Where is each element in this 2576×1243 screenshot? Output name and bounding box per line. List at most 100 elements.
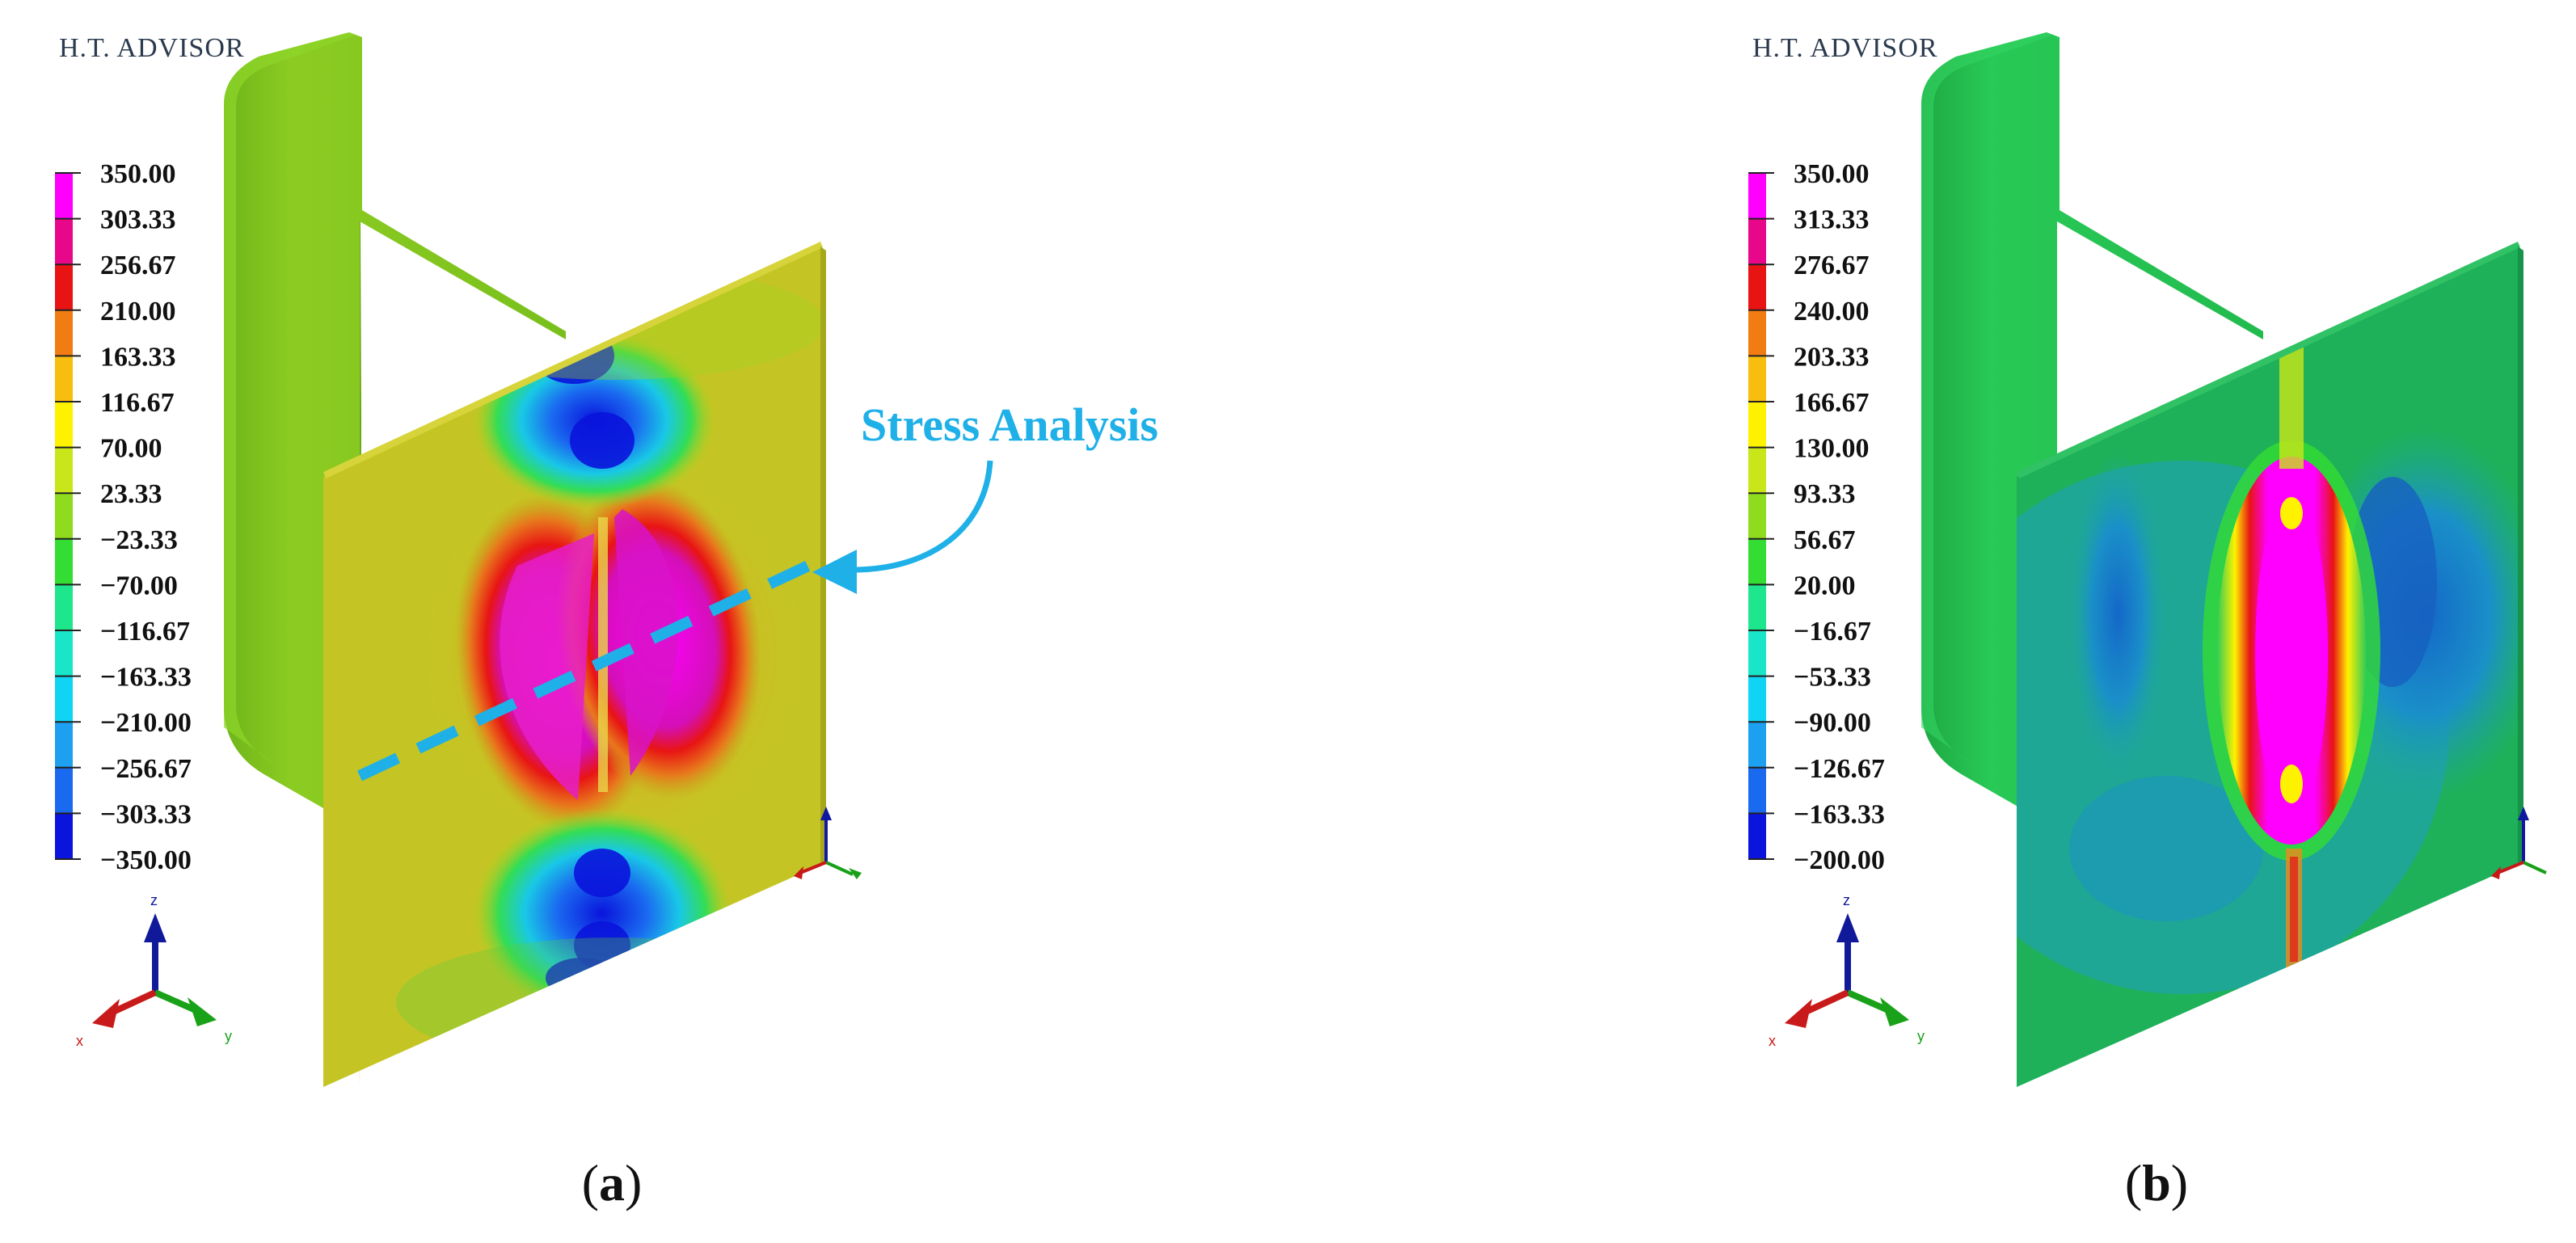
callout-label: Stress Analysis <box>861 398 1158 451</box>
legend-swatch <box>55 310 73 356</box>
legend-tick-label: 163.33 <box>100 342 176 372</box>
x-axis-label: x <box>1769 1033 1776 1049</box>
panel-a: H.T. ADVISOR 350.00 303.33 256.67 210.00 163… <box>55 32 1158 1211</box>
legend-tick-label: −16.67 <box>1794 617 1871 647</box>
plate-axis-triad <box>794 807 862 879</box>
y-axis <box>1846 989 1890 1013</box>
legend-swatch <box>55 813 73 859</box>
legend-swatch <box>55 218 73 265</box>
legend-swatch <box>55 402 73 448</box>
legend-tick-label: 256.67 <box>100 251 176 280</box>
legend-tick-label: −256.67 <box>100 754 192 784</box>
legend-tick-label: 116.67 <box>100 388 175 418</box>
y-axis-label: y <box>1917 1028 1925 1044</box>
legend-swatch <box>55 493 73 539</box>
legend-tick-label: −90.00 <box>1794 708 1871 738</box>
legend-swatch <box>1748 218 1766 265</box>
legend-swatch <box>55 722 73 768</box>
brand-label: H.T. ADVISOR <box>1752 33 1938 63</box>
legend-tick-label: −303.33 <box>100 799 192 829</box>
legend-swatch <box>1748 447 1766 494</box>
axis-triad: z y x <box>76 892 232 1049</box>
panel-caption: (a) <box>582 1154 643 1211</box>
panel-b: H.T. ADVISOR 350.00 313.33 276.67 240.00 203… <box>1748 32 2547 1211</box>
legend-tick-label: −210.00 <box>100 708 192 738</box>
analysis-path-line <box>357 560 811 782</box>
y-axis-label: y <box>225 1028 232 1044</box>
legend-swatch <box>1748 584 1766 630</box>
x-axis <box>112 989 157 1015</box>
legend-tick-label: −163.33 <box>1794 799 1885 829</box>
legend-swatch <box>55 584 73 630</box>
legend-tick-label: 130.00 <box>1794 434 1870 464</box>
legend-swatch <box>55 447 73 494</box>
legend-swatch <box>1748 173 1766 219</box>
legend-swatch <box>1748 310 1766 356</box>
legend-swatch <box>1748 538 1766 585</box>
u-flange <box>224 32 566 808</box>
plate-axis-triad <box>2491 807 2547 879</box>
legend-tick-label: 303.33 <box>100 205 176 235</box>
part-model <box>224 32 862 1087</box>
x-axis-arrowhead <box>1785 999 1812 1028</box>
legend-swatch <box>1748 356 1766 402</box>
legend-swatch <box>1748 264 1766 310</box>
legend-tick-label: 166.67 <box>1794 388 1870 418</box>
z-axis-label: z <box>1843 892 1850 908</box>
axis-triad: z y x <box>1769 892 1925 1049</box>
legend-swatch <box>55 767 73 814</box>
z-axis-label: z <box>150 892 158 908</box>
part-model <box>1921 32 2547 1087</box>
legend-tick-label: 313.33 <box>1794 205 1870 235</box>
u-flange <box>1921 32 2263 808</box>
legend-tick-label: −116.67 <box>100 617 190 647</box>
legend-tick-label: 350.00 <box>100 159 176 189</box>
legend-swatch <box>1748 722 1766 768</box>
legend-tick-label: 56.67 <box>1794 525 1856 555</box>
legend-swatch <box>1748 767 1766 814</box>
legend-swatch <box>55 630 73 676</box>
legend-tick-label: 276.67 <box>1794 251 1870 280</box>
x-axis-label: x <box>76 1033 83 1049</box>
legend-swatch <box>55 676 73 723</box>
z-axis-arrowhead <box>1836 913 1859 942</box>
legend-swatch <box>1748 493 1766 539</box>
legend-tick-label: 20.00 <box>1794 571 1856 600</box>
legend-swatch <box>55 173 73 219</box>
legend-tick-label: −70.00 <box>100 571 178 600</box>
legend-tick-label: −53.33 <box>1794 663 1871 693</box>
legend-tick-label: −163.33 <box>100 663 192 693</box>
legend-tick-label: 240.00 <box>1794 297 1870 327</box>
legend-colorbar: 350.00 313.33 276.67 240.00 203.33 166.67 130.… <box>1748 159 1885 875</box>
panel-caption: (b) <box>2125 1154 2188 1211</box>
legend-tick-label: 203.33 <box>1794 342 1870 372</box>
legend-tick-label: 210.00 <box>100 297 176 327</box>
y-axis-arrowhead <box>188 997 217 1026</box>
legend-tick-label: −23.33 <box>100 525 178 555</box>
legend-tick-label: −126.67 <box>1794 754 1885 784</box>
stress-analysis-callout: Stress Analysis <box>812 398 1158 594</box>
x-axis <box>1804 989 1849 1015</box>
legend-tick-label: −350.00 <box>100 845 192 875</box>
x-axis-arrowhead <box>92 999 120 1028</box>
y-axis <box>154 989 197 1013</box>
legend-swatch <box>1748 402 1766 448</box>
legend-tick-label: −200.00 <box>1794 845 1885 875</box>
legend-swatch <box>55 538 73 585</box>
legend-swatch <box>1748 676 1766 723</box>
legend-swatch <box>1748 813 1766 859</box>
z-axis-arrowhead <box>144 913 167 942</box>
legend-swatch <box>1748 630 1766 676</box>
callout-arrow <box>852 460 993 573</box>
legend-swatch <box>55 356 73 402</box>
brand-label: H.T. ADVISOR <box>59 33 245 63</box>
y-axis-arrowhead <box>1880 997 1909 1026</box>
legend-tick-label: 70.00 <box>100 434 162 464</box>
legend-tick-label: 350.00 <box>1794 159 1870 189</box>
legend-tick-label: 23.33 <box>100 479 162 509</box>
callout-arrowhead <box>812 550 857 594</box>
legend-swatch <box>55 264 73 310</box>
legend-colorbar: 350.00 303.33 256.67 210.00 163.33 116.67 70.0… <box>55 159 192 875</box>
